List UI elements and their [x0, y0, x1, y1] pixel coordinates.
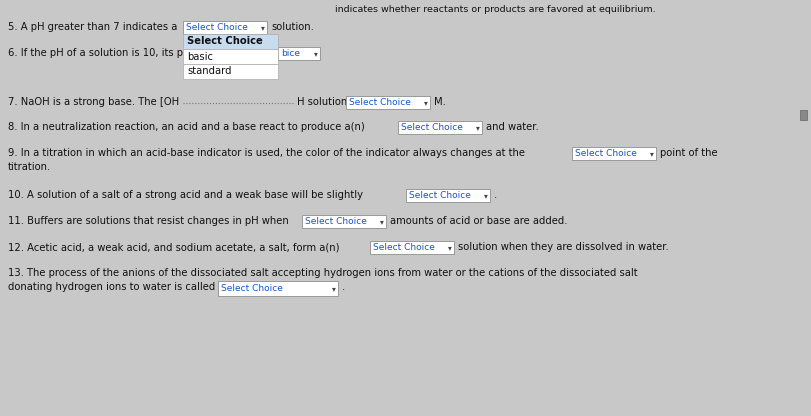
Text: 8. In a neutralization reaction, an acid and a base react to produce a(n): 8. In a neutralization reaction, an acid… [8, 122, 364, 132]
Text: Select Choice: Select Choice [401, 123, 462, 132]
Text: Select Choice: Select Choice [372, 243, 435, 252]
Text: solution.: solution. [271, 22, 314, 32]
Text: bice: bice [281, 49, 299, 58]
Text: ▾: ▾ [380, 217, 384, 226]
Text: standard: standard [187, 67, 231, 77]
Text: ▾: ▾ [314, 49, 317, 58]
Text: indicates whether reactants or products are favored at equilibrium.: indicates whether reactants or products … [335, 5, 654, 14]
FancyBboxPatch shape [277, 47, 320, 60]
Text: Select Choice: Select Choice [349, 98, 410, 107]
Text: ▾: ▾ [448, 243, 451, 252]
Text: Select Choice: Select Choice [186, 23, 247, 32]
FancyBboxPatch shape [182, 21, 267, 34]
Text: basic: basic [187, 52, 212, 62]
FancyBboxPatch shape [182, 64, 277, 79]
Text: ▾: ▾ [332, 284, 336, 293]
Text: M.: M. [433, 97, 445, 107]
Text: ▾: ▾ [260, 23, 264, 32]
Text: ▾: ▾ [423, 98, 427, 107]
Text: solution when they are dissolved in water.: solution when they are dissolved in wate… [457, 242, 668, 252]
Text: 11. Buffers are solutions that resist changes in pH when: 11. Buffers are solutions that resist ch… [8, 216, 289, 226]
Text: Select Choice: Select Choice [187, 37, 263, 47]
FancyBboxPatch shape [182, 34, 277, 49]
Text: Select Choice: Select Choice [409, 191, 470, 200]
FancyBboxPatch shape [182, 49, 277, 64]
Text: ▾: ▾ [483, 191, 487, 200]
Text: Select Choice: Select Choice [305, 217, 367, 226]
Text: 13. The process of the anions of the dissociated salt accepting hydrogen ions fr: 13. The process of the anions of the dis… [8, 268, 637, 278]
Text: donating hydrogen ions to water is called: donating hydrogen ions to water is calle… [8, 282, 215, 292]
Text: H solution is: H solution is [297, 97, 358, 107]
Text: 12. Acetic acid, a weak acid, and sodium acetate, a salt, form a(n): 12. Acetic acid, a weak acid, and sodium… [8, 242, 339, 252]
Text: and water.: and water. [486, 122, 538, 132]
Text: Select Choice: Select Choice [221, 284, 282, 293]
FancyBboxPatch shape [217, 281, 337, 296]
Text: 10. A solution of a salt of a strong acid and a weak base will be slightly: 10. A solution of a salt of a strong aci… [8, 190, 363, 200]
Text: 5. A pH greater than 7 indicates a: 5. A pH greater than 7 indicates a [8, 22, 177, 32]
FancyBboxPatch shape [302, 215, 385, 228]
Text: Select Choice: Select Choice [574, 149, 636, 158]
Text: .: . [341, 282, 345, 292]
Text: 7. NaOH is a strong base. The [OH: 7. NaOH is a strong base. The [OH [8, 97, 179, 107]
FancyBboxPatch shape [370, 241, 453, 254]
Text: 9. In a titration in which an acid-base indicator is used, the color of the indi: 9. In a titration in which an acid-base … [8, 148, 525, 158]
Text: point of the: point of the [659, 148, 717, 158]
FancyBboxPatch shape [397, 121, 482, 134]
Text: ▾: ▾ [649, 149, 653, 158]
FancyBboxPatch shape [345, 96, 430, 109]
FancyBboxPatch shape [406, 189, 489, 202]
FancyBboxPatch shape [799, 110, 806, 120]
Text: titration.: titration. [8, 162, 51, 172]
Text: 6. If the pH of a solution is 10, its p: 6. If the pH of a solution is 10, its p [8, 48, 182, 58]
Text: ▾: ▾ [475, 123, 479, 132]
Text: amounts of acid or base are added.: amounts of acid or base are added. [389, 216, 567, 226]
Text: .: . [493, 190, 496, 200]
FancyBboxPatch shape [571, 147, 655, 160]
